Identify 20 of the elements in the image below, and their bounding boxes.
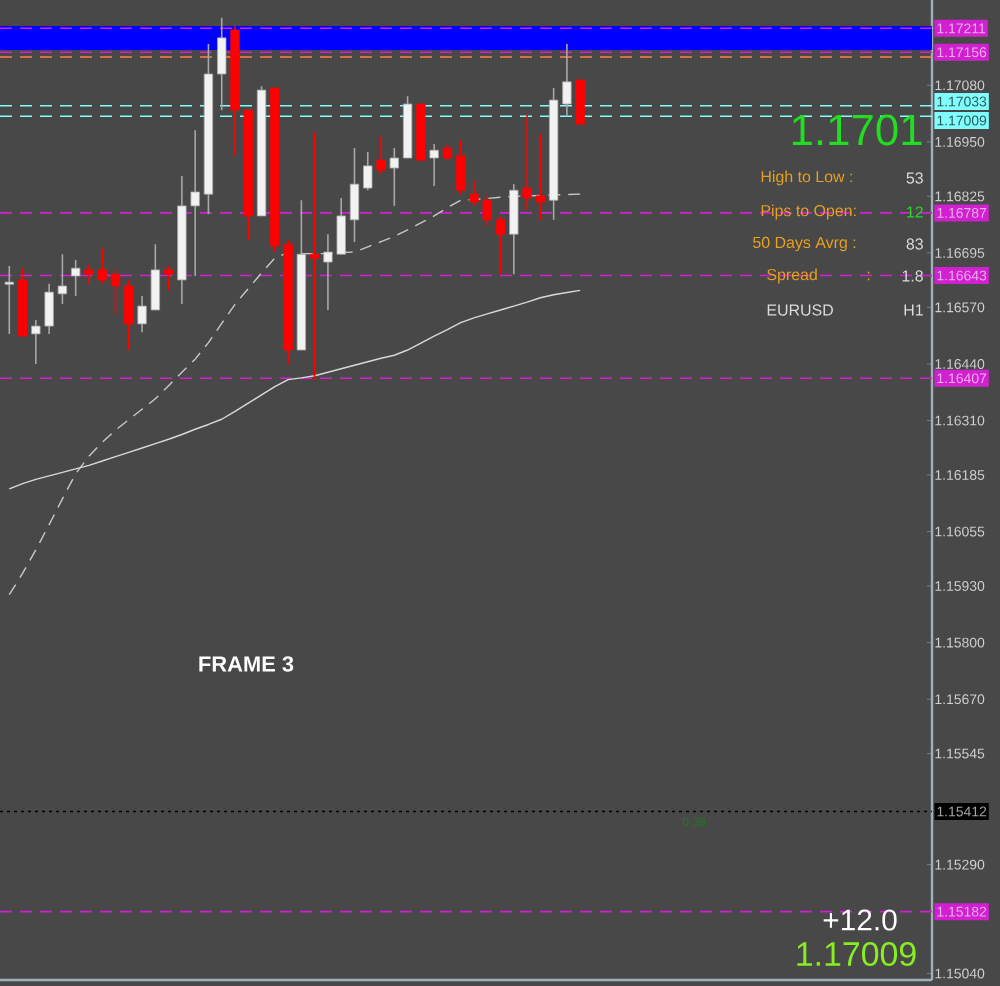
text: +12.0 [823,909,897,931]
candlestick [4,265,14,335]
candlestick [71,259,81,297]
text: 1.1701 [792,114,922,146]
candlestick [349,147,360,243]
candlestick [124,279,134,351]
candlestick [575,79,585,125]
candlestick [163,265,174,291]
candlestick [310,131,320,381]
candlestick [217,17,227,111]
candlestick [456,139,466,195]
candlestick [509,183,519,276]
text: 1.17009 [797,942,916,966]
candlestick [495,215,506,276]
candlestick [389,147,399,207]
candlestick [363,151,373,192]
candlestick [376,135,386,175]
candlestick [110,269,121,315]
annotation: FRAME 3 [199,656,294,672]
candlestick [429,143,439,187]
